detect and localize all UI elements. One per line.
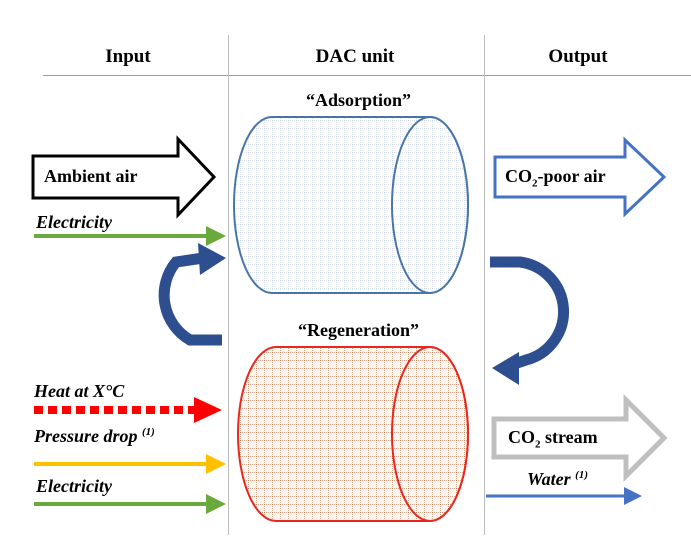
regeneration-cylinder (237, 346, 469, 522)
pressure-drop-text: Pressure drop (34, 426, 138, 446)
cycle-arrow-left (158, 243, 226, 346)
electricity-arrow-top (34, 226, 226, 246)
heat-label: Heat at X°C (34, 381, 125, 401)
adsorption-label: “Adsorption” (306, 90, 412, 110)
column-divider-left (228, 35, 229, 535)
co2-stream-suffix: stream (540, 427, 598, 447)
pressure-drop-note: (1) (142, 426, 155, 438)
heat-arrow (34, 397, 222, 423)
co2-poor-air-sub: 2 (532, 177, 538, 190)
co2-poor-air-label: CO2-poor air (505, 166, 606, 190)
pressure-drop-arrow (34, 454, 226, 474)
electricity-arrow-bottom (34, 494, 226, 514)
co2-poor-air-arrow (493, 136, 667, 218)
header-input: Input (105, 46, 151, 67)
co2-stream-prefix: CO (508, 427, 535, 447)
header-dac-unit: DAC unit (315, 46, 395, 67)
pressure-drop-label: Pressure drop (1) (34, 426, 155, 447)
cycle-arrow-right (490, 256, 569, 385)
water-note: (1) (575, 469, 588, 481)
ambient-air-arrow (31, 135, 217, 219)
header-output: Output (548, 46, 608, 67)
co2-stream-arrow (491, 393, 668, 483)
water-label: Water (1) (527, 469, 588, 490)
water-arrow (486, 487, 642, 505)
adsorption-cylinder (233, 116, 469, 294)
electricity-bottom-label: Electricity (36, 476, 112, 496)
co2-stream-sub: 2 (535, 438, 541, 451)
column-divider-right (484, 35, 485, 535)
ambient-air-label: Ambient air (44, 166, 138, 186)
regeneration-label: “Regeneration” (298, 320, 419, 340)
co2-poor-air-suffix: -poor air (537, 166, 606, 186)
co2-poor-air-prefix: CO (505, 166, 532, 186)
water-text: Water (527, 469, 571, 489)
co2-stream-label: CO2 stream (508, 427, 598, 451)
electricity-top-label: Electricity (36, 212, 112, 232)
header-divider (43, 75, 691, 76)
